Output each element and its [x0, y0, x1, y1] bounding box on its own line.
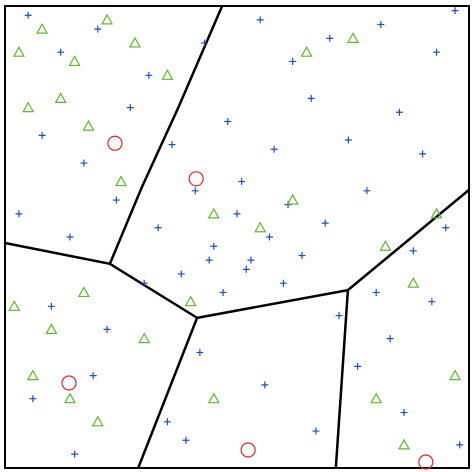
plus-point [256, 16, 264, 24]
triangle-point [207, 392, 220, 404]
plus-point [377, 20, 385, 28]
plus-point [433, 48, 441, 56]
plus-point [103, 325, 111, 333]
triangle-point [207, 207, 220, 219]
triangle-point [63, 392, 76, 404]
plus-point [363, 187, 371, 195]
triangle-point [101, 13, 114, 25]
triangle-point [26, 369, 39, 381]
plus-point [38, 131, 46, 139]
plus-point [112, 196, 120, 204]
plot-frame [4, 5, 470, 469]
plus-point [89, 372, 97, 380]
triangle-point [82, 119, 95, 131]
plus-point [442, 224, 450, 232]
plus-point [224, 118, 232, 125]
triangle-point [54, 92, 67, 103]
triangle-point [398, 438, 411, 450]
circle-point [188, 171, 204, 187]
plus-point [47, 302, 55, 310]
plus-point [168, 141, 176, 149]
triangle-point [449, 369, 462, 381]
plus-point [201, 39, 209, 47]
triangle-point [254, 221, 267, 233]
triangle-point [12, 45, 25, 57]
plus-point [409, 247, 417, 255]
boundary-line [347, 188, 470, 292]
triangle-point [407, 276, 420, 288]
plus-point [182, 436, 190, 444]
triangle-point [22, 101, 35, 113]
plus-point [145, 71, 153, 79]
triangle-point [36, 22, 49, 34]
plus-point [279, 279, 287, 287]
triangle-point [430, 207, 443, 219]
triangle-point [346, 32, 360, 43]
plus-point [71, 450, 79, 458]
boundary-line [108, 5, 224, 265]
triangle-point [184, 295, 197, 307]
plus-point [242, 265, 250, 273]
triangle-point [286, 193, 299, 205]
triangle-point [161, 69, 174, 80]
plus-point [321, 219, 329, 227]
plus-point [191, 187, 199, 195]
plus-point [451, 7, 459, 15]
plus-point [163, 418, 171, 426]
plus-point [94, 25, 102, 33]
triangle-point [8, 300, 21, 311]
triangle-point [68, 55, 81, 67]
plus-point [233, 210, 241, 218]
plus-point [66, 233, 74, 241]
triangle-point [370, 392, 383, 404]
plus-point [24, 11, 32, 19]
plus-point [238, 178, 246, 186]
plus-point [80, 159, 88, 167]
plus-point [270, 145, 278, 153]
plus-point [419, 150, 427, 158]
plus-point [177, 270, 185, 278]
plus-point [344, 136, 352, 144]
plus-point [29, 395, 37, 403]
plus-point [289, 57, 297, 65]
plus-point [126, 104, 134, 112]
boundary-line [4, 241, 199, 469]
plus-point [261, 381, 269, 389]
plus-point [57, 48, 65, 56]
circle-point [240, 442, 256, 458]
triangle-point [45, 323, 58, 334]
circle-point [418, 454, 434, 470]
triangle-point [300, 45, 313, 57]
plus-point [326, 34, 334, 42]
triangle-point [77, 286, 90, 298]
plus-point [372, 288, 380, 296]
plus-point [298, 251, 306, 259]
plus-point [354, 362, 362, 370]
plus-point [196, 349, 204, 356]
plus-point [154, 224, 162, 232]
plus-point [15, 210, 23, 218]
triangle-point [91, 415, 104, 427]
plus-point [205, 256, 213, 264]
plus-point [386, 335, 394, 343]
circle-point [107, 135, 123, 151]
triangle-point [138, 332, 151, 344]
plus-point [456, 441, 464, 449]
plus-point [140, 279, 148, 287]
triangle-point [379, 240, 392, 251]
triangle-point [128, 36, 141, 48]
plus-point [247, 256, 255, 264]
plus-point [307, 94, 315, 102]
plus-point [428, 298, 436, 306]
plus-point [335, 312, 343, 320]
triangle-point [114, 175, 128, 187]
plus-point [312, 427, 320, 435]
plus-point [395, 108, 403, 116]
plus-point [210, 242, 218, 250]
plus-point [265, 233, 273, 241]
plus-point [219, 288, 227, 296]
circle-point [61, 375, 77, 391]
plus-point [400, 409, 408, 417]
